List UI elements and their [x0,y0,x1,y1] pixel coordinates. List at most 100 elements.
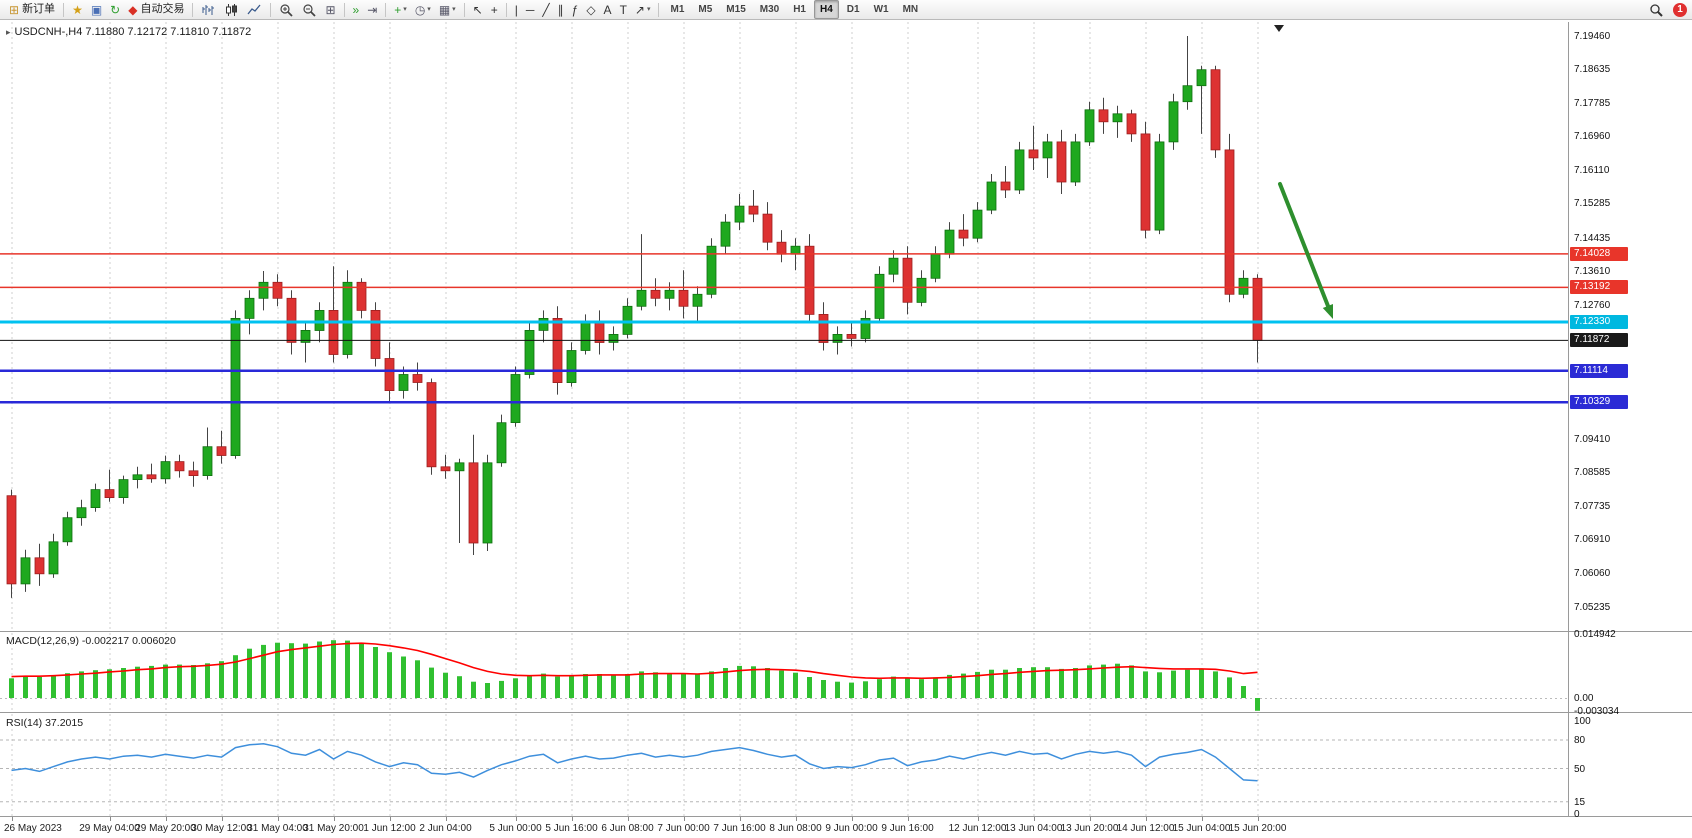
templates-dropdown[interactable]: ▦ ▾ [438,2,456,17]
panel-separator[interactable] [0,631,1692,632]
chart-title-row: ▸ USDCNH-,H4 7.11880 7.12172 7.11810 7.1… [6,26,251,38]
time-tick [109,817,111,821]
tile-windows-icon[interactable]: ⊞ [325,2,336,17]
text-icon[interactable]: A [603,2,612,17]
time-axis-border [0,816,1692,817]
price-label: 7.16110 [1574,165,1610,176]
main-chart-canvas[interactable] [0,22,1568,631]
rsi-label: RSI(14) 37.2015 [6,717,84,729]
macd-axis-label: -0.003034 [1574,706,1620,717]
equidistant-channel-icon[interactable]: ∥ [557,2,564,17]
indicators-dropdown[interactable]: + ▾ [394,2,407,17]
mql-editor-icon[interactable]: ★ [72,2,83,17]
toolbar-separator [192,2,194,17]
time-label: 30 May 12:00 [191,823,252,834]
price-label: 7.18635 [1574,64,1611,75]
time-tick [739,817,741,821]
trend-arrow-annotation [1278,182,1333,319]
time-tick [795,817,797,821]
crosshair-icon[interactable]: + [490,2,498,17]
rsi-axis-label: 0 [1574,809,1580,820]
auto-scroll-icon[interactable]: » [352,2,360,17]
refresh-icon[interactable]: ↻ [110,2,121,17]
timeframe-h1-button[interactable]: H1 [793,3,806,15]
rsi-axis-label: 80 [1574,735,1586,746]
toolbar-separator [63,2,65,17]
time-label: 14 Jun 12:00 [1116,823,1175,834]
trendline-icon[interactable]: ╱ [542,2,550,17]
chart-area[interactable]: ▸ USDCNH-,H4 7.11880 7.12172 7.11810 7.1… [0,20,1692,838]
horizontal-line-icon[interactable]: ─ [525,2,535,17]
auto-trading-button[interactable]: ◆ 自动交易 [128,2,185,17]
time-tick [1089,817,1091,821]
timeframe-m1-button[interactable]: M1 [670,3,685,15]
rsi-axis-label: 100 [1574,716,1591,727]
timeframe-m15-button[interactable]: M15 [726,3,746,15]
shapes-icon[interactable]: ◇ [586,2,596,17]
toolbar-separator [343,2,345,17]
timeframe-mn-button[interactable]: MN [902,3,919,15]
price-label: 7.17785 [1574,98,1611,109]
zoom-out-icon[interactable] [299,1,320,18]
rsi-axis-label: 15 [1574,797,1586,808]
time-tick [333,817,335,821]
axis-separator [1568,22,1569,817]
price-badge: 7.11114 [1570,364,1628,378]
chart-bars-icon[interactable] [198,1,219,18]
macd-histogram [9,640,1260,711]
time-tick [221,817,223,821]
time-label: 13 Jun 04:00 [1004,823,1063,834]
time-label: 5 Jun 16:00 [545,823,598,834]
chart-line-icon[interactable] [244,1,265,18]
timeframe-h4-button[interactable]: H4 [814,0,839,19]
new-order-button[interactable]: ⊞ 新订单 [9,2,56,17]
rsi-panel[interactable] [0,714,1568,816]
time-tick [1257,817,1259,821]
macd-axis-label: 0.014942 [1574,629,1616,640]
toolbar-separator [505,2,507,17]
cursor-icon[interactable]: ↖ [472,2,483,17]
fibonacci-icon[interactable]: ƒ [571,2,579,17]
periods-dropdown[interactable]: ◷ ▾ [414,2,431,17]
time-label: 2 Jun 04:00 [419,823,472,834]
timeframe-w1-button[interactable]: W1 [873,3,889,15]
one-click-trading-toggle[interactable]: ▸ [6,26,11,37]
price-axis[interactable]: 7.19460 7.18635 7.17785 7.16960 7.16110 7.152… [1570,22,1691,820]
price-label: 7.14435 [1574,233,1611,244]
timeframe-d1-button[interactable]: D1 [846,3,860,15]
timeframe-m30-button[interactable]: M30 [759,3,780,15]
chart-candles-icon[interactable] [221,1,242,18]
macd-panel[interactable] [0,633,1568,711]
charts-window-icon[interactable]: ▣ [90,2,103,17]
text-label-icon[interactable]: T [619,2,627,17]
price-label: 7.19460 [1574,31,1611,42]
time-label: 31 May 04:00 [247,823,308,834]
gridlines [11,714,1259,816]
time-tick [1033,817,1035,821]
time-label: 15 Jun 20:00 [1228,823,1287,834]
time-label: 29 May 04:00 [79,823,140,834]
zoom-in-icon[interactable] [276,1,297,18]
time-label: 1 Jun 12:00 [363,823,416,834]
panel-separator[interactable] [0,712,1692,713]
notification-badge[interactable]: 1 [1673,2,1687,17]
time-tick [907,817,909,821]
toolbar-separator [385,2,387,17]
time-tick [389,817,391,821]
time-label: 6 Jun 08:00 [601,823,654,834]
price-label: 7.08585 [1574,467,1611,478]
time-label: 9 Jun 16:00 [881,823,934,834]
vertical-line-icon[interactable]: | [514,2,518,17]
search-icon[interactable] [1646,1,1667,18]
time-label: 26 May 2023 [4,823,62,834]
time-label: 31 May 20:00 [303,823,364,834]
toolbar-separator [463,2,465,17]
chart-shift-icon[interactable]: ⇥ [367,2,378,17]
time-label: 5 Jun 00:00 [489,823,542,834]
price-badge: 7.14028 [1570,247,1628,261]
time-axis[interactable]: 26 May 2023 29 May 04:00 29 May 20:00 30 Ma… [0,817,1692,838]
price-label: 7.06910 [1574,534,1611,545]
arrows-dropdown[interactable]: ↗ ▾ [634,2,651,17]
timeframe-m5-button[interactable]: M5 [698,3,713,15]
